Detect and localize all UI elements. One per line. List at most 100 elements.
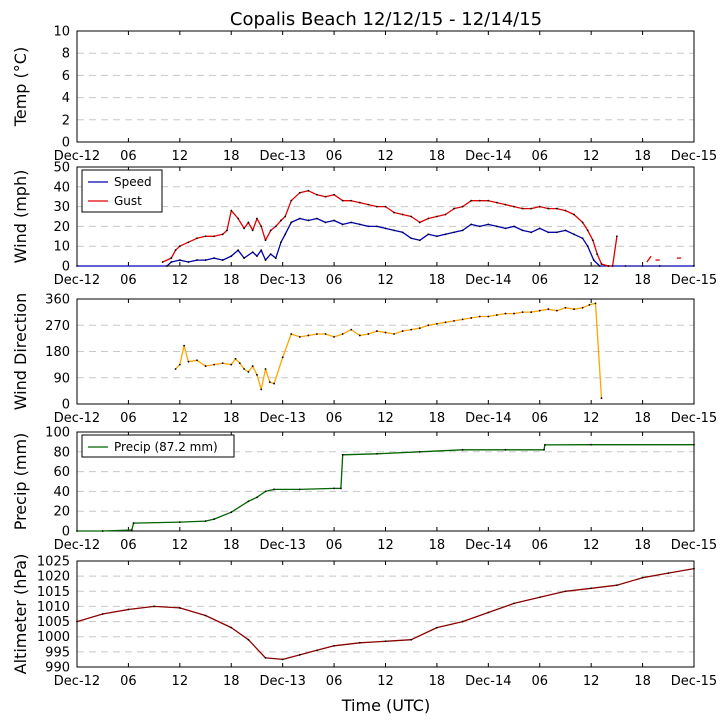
wind-data-point [538,227,541,230]
wind-xtick-label: Dec-12 [54,273,100,288]
precip-data-point [543,448,545,451]
alt-data-point [410,638,413,641]
wind-data-point [274,225,277,228]
alt-data-point [333,644,335,647]
wind-data-point [470,199,473,202]
precip-xtick-label: 12 [583,538,600,553]
panel-wind: 0 10 20 30 40 50 Dec-12 06 12 18 Dec-13 06 12 18 Dec-1… [11,161,717,289]
temp-ytick-label: 6 [62,69,70,84]
precip-legend: Precip (87.2 mm) [81,434,235,458]
alt-xtick-label: 12 [377,674,394,689]
wind-data-point [592,259,595,261]
wind-data-point [596,253,599,256]
precip-data-point [76,530,78,532]
wind-data-point [284,233,287,236]
alt-xtick-label: 18 [429,674,446,689]
dir-data-point [496,314,498,316]
dir-data-point [290,333,293,335]
dir-data-point [564,306,567,309]
dir-data-point [281,356,284,359]
wind-data-point [221,233,224,236]
temp-xtick-label: 12 [377,149,394,164]
wind-data-point [453,207,455,210]
wind-ytick-label: 40 [53,180,70,195]
x-axis-label: Time (UTC) [341,696,430,715]
wind-data-point [444,213,447,216]
alt-xtick-label: 06 [120,674,137,689]
wind-data-point [573,233,575,236]
dir-data-point [427,324,430,327]
temp-xtick-label: 18 [429,149,446,164]
dir-y-axis-label: Wind Direction [11,293,30,411]
precip-xtick-label: 06 [120,538,137,553]
dir-data-point [453,319,455,322]
wind-data-point [547,207,550,210]
wind-xtick-label: 12 [583,273,600,288]
wind-xtick-label: 06 [326,273,343,288]
alt-xtick-label: 12 [583,674,600,689]
precip-data-point [178,521,181,523]
wind-data-point [591,239,594,242]
wind-ytick-label: 0 [62,260,70,275]
wind-data-point [256,255,258,257]
dir-data-point [178,363,181,366]
dir-xtick-label: Dec-15 [671,411,717,426]
dir-data-point [393,333,395,335]
dir-xtick-label: 06 [120,411,137,426]
precip-legend-box [81,434,235,458]
wind-data-point [586,229,589,232]
wind-xtick-label: 06 [120,273,137,288]
wind-ytick-label: 50 [53,161,70,176]
precip-ytick-label: 60 [53,465,70,480]
alt-ytick-label: 995 [45,645,70,660]
wind-data-point [316,217,318,220]
precip-data-point [204,520,207,522]
precip-xtick-label: 18 [429,538,446,553]
wind-legend-label: Speed [114,175,152,189]
wind-data-point [76,265,78,267]
wind-data-point [555,207,558,210]
alt-xtick-label: 18 [223,674,240,689]
alt-xtick-label: Dec-13 [259,674,305,689]
alt-ytick-label: 1015 [37,585,70,600]
dir-data-point [298,336,301,338]
dir-data-point [234,357,237,360]
wind-data-point [237,217,240,220]
temp-xtick-label: Dec-12 [54,149,100,164]
wind-data-point [384,227,387,230]
dir-xtick-label: Dec-12 [54,411,100,426]
wind-data-point [264,259,267,261]
alt-data-point [127,608,130,611]
dir-data-point [547,308,550,311]
precip-legend-label: Precip (87.2 mm) [114,440,218,454]
wind-axes-frame [76,166,695,267]
alt-axes-frame [76,560,695,668]
wind-xtick-label: Dec-14 [465,273,511,288]
dir-ytick-label: 90 [53,371,70,386]
precip-xtick-label: 06 [326,538,343,553]
wind-data-point [384,205,387,208]
temp-ytick-label: 10 [53,25,70,40]
alt-xtick-label: Dec-15 [671,674,717,689]
dir-xtick-label: 12 [583,411,600,426]
wind-data-point [341,199,344,202]
precip-data-point [132,522,135,524]
wind-data-point [600,263,603,265]
wind-data-point [367,225,370,228]
dir-data-point [470,317,473,319]
wind-data-point [513,205,515,208]
dir-data-point [268,381,271,384]
temp-xtick-label: Dec-15 [671,149,717,164]
precip-data-point [418,450,421,453]
wind-data-point [251,229,254,232]
wind-data-point [358,201,361,204]
precip-ytick-label: 20 [53,505,70,520]
alt-xtick-label: 06 [531,674,548,689]
alt-data-point [667,572,670,575]
wind-ytick-label: 10 [53,240,70,255]
panel-precip: 0 20 40 60 80 100 Dec-12 06 12 18 Dec-13 06 12 18 Dec-… [11,426,717,554]
alt-data-point [615,584,618,587]
alt-data-point [693,567,695,570]
dir-data-point [316,333,318,335]
wind-data-point [693,265,695,267]
